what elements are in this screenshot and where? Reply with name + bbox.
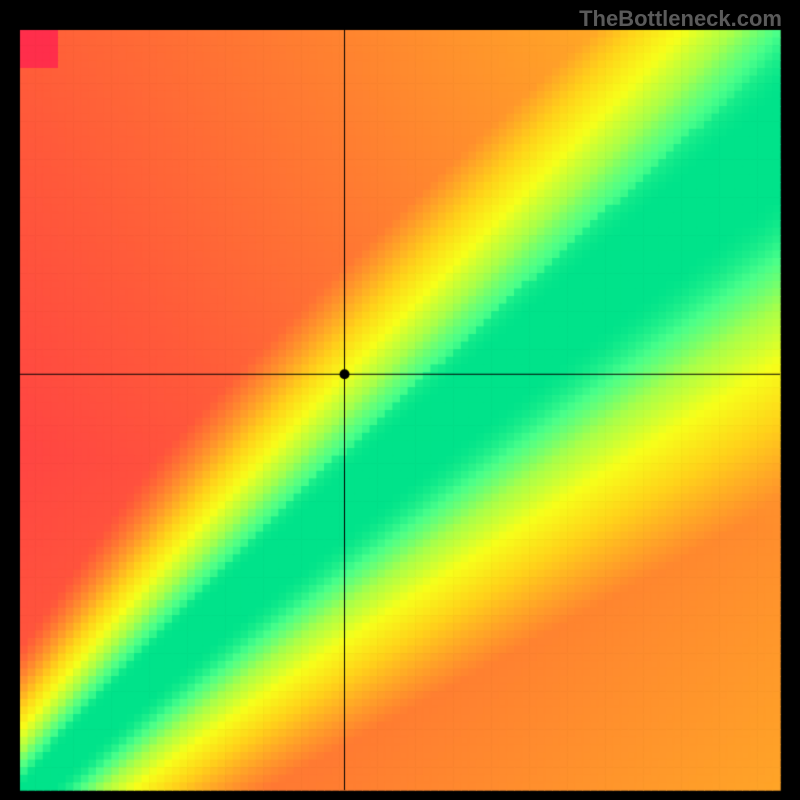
watermark-label: TheBottleneck.com [579,6,782,32]
bottleneck-heatmap [0,0,800,800]
